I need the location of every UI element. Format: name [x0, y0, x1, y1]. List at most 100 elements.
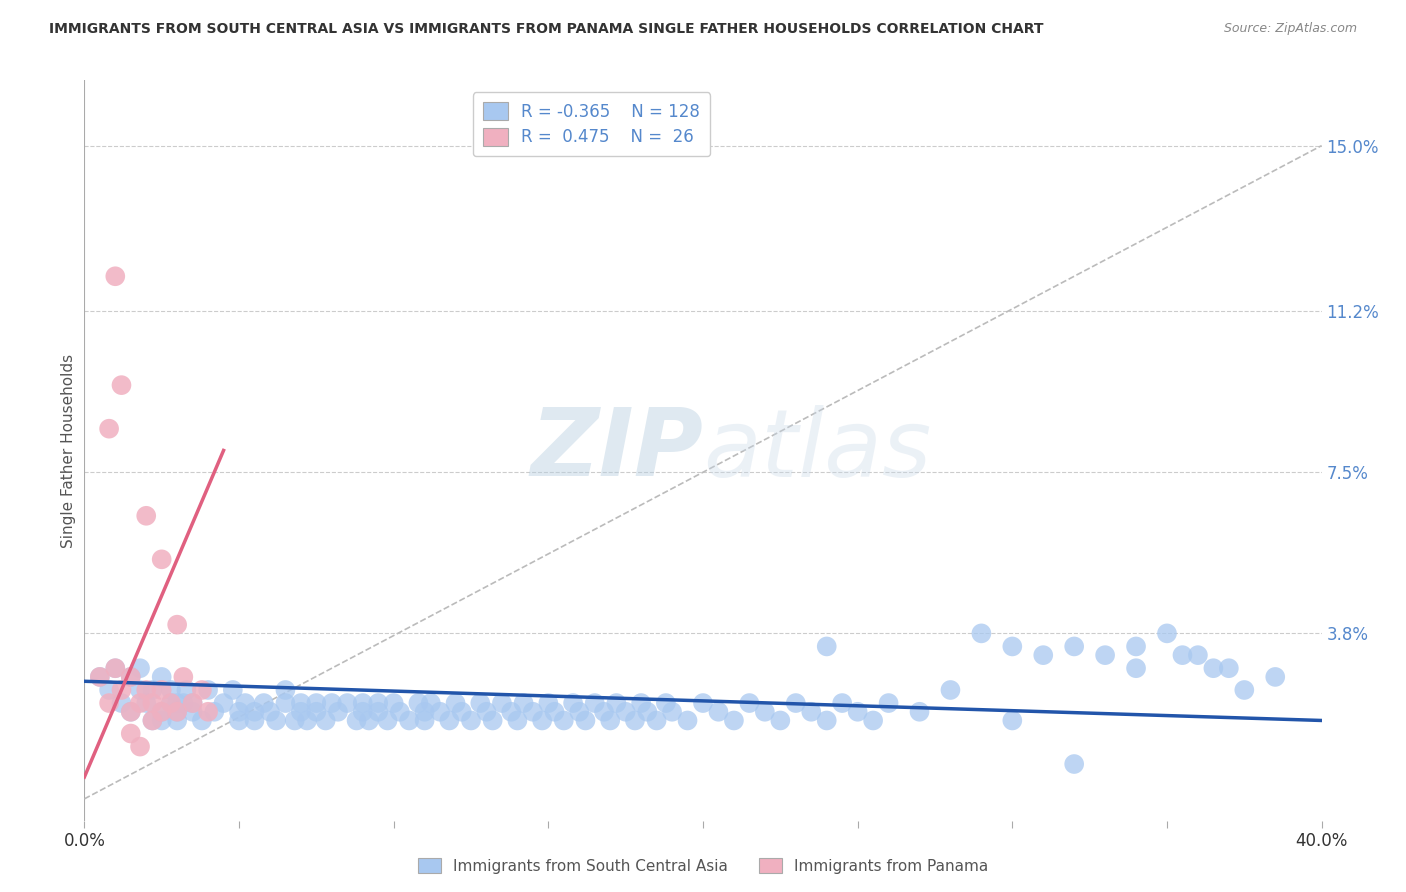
Point [1264, 670, 1286, 684]
Point [120, 705, 142, 719]
Point [321, 696, 343, 710]
Point [800, 705, 823, 719]
Point [676, 714, 699, 728]
Point [599, 714, 621, 728]
Point [176, 683, 198, 698]
Text: IMMIGRANTS FROM SOUTH CENTRAL ASIA VS IMMIGRANTS FROM PANAMA SINGLE FATHER HOUSE: IMMIGRANTS FROM SOUTH CENTRAL ASIA VS IM… [49, 22, 1043, 37]
Point [191, 714, 214, 728]
Point [1001, 640, 1024, 654]
Point [181, 696, 204, 710]
Legend: Immigrants from South Central Asia, Immigrants from Panama: Immigrants from South Central Asia, Immi… [412, 852, 994, 880]
Text: atlas: atlas [703, 405, 931, 496]
Point [419, 696, 441, 710]
Legend: R = -0.365    N = 128, R =  0.475    N =  26: R = -0.365 N = 128, R = 0.475 N = 26 [472, 92, 710, 156]
Point [253, 696, 276, 710]
Point [1156, 626, 1178, 640]
Point [104, 661, 127, 675]
Point [243, 705, 266, 719]
Point [346, 714, 368, 728]
Point [150, 705, 173, 719]
Point [846, 705, 869, 719]
Point [172, 696, 194, 710]
Point [141, 696, 163, 710]
Point [1218, 661, 1240, 675]
Point [284, 714, 307, 728]
Point [460, 714, 482, 728]
Point [259, 705, 281, 719]
Point [1001, 714, 1024, 728]
Point [831, 696, 853, 710]
Point [89, 670, 111, 684]
Point [295, 714, 318, 728]
Point [191, 683, 214, 698]
Point [877, 696, 900, 710]
Point [568, 705, 591, 719]
Point [408, 696, 430, 710]
Point [150, 714, 173, 728]
Point [110, 696, 132, 710]
Point [367, 696, 389, 710]
Point [172, 670, 194, 684]
Point [166, 696, 188, 710]
Point [104, 661, 127, 675]
Point [1171, 648, 1194, 662]
Point [1125, 661, 1147, 675]
Point [636, 705, 658, 719]
Point [98, 696, 121, 710]
Point [129, 683, 152, 698]
Point [367, 705, 389, 719]
Point [197, 705, 219, 719]
Point [531, 714, 554, 728]
Point [357, 714, 380, 728]
Point [141, 714, 163, 728]
Point [129, 661, 152, 675]
Point [120, 705, 142, 719]
Point [290, 705, 312, 719]
Point [501, 705, 523, 719]
Point [166, 705, 188, 719]
Point [738, 696, 761, 710]
Point [305, 705, 328, 719]
Point [110, 683, 132, 698]
Point [197, 683, 219, 698]
Point [98, 422, 121, 436]
Point [692, 696, 714, 710]
Point [129, 696, 152, 710]
Point [450, 705, 472, 719]
Point [645, 714, 668, 728]
Point [785, 696, 807, 710]
Point [135, 696, 157, 710]
Point [413, 714, 436, 728]
Point [630, 696, 652, 710]
Point [553, 714, 575, 728]
Point [439, 714, 461, 728]
Point [141, 714, 163, 728]
Point [444, 696, 467, 710]
Point [593, 705, 616, 719]
Point [181, 705, 204, 719]
Point [326, 705, 349, 719]
Y-axis label: Single Father Households: Single Father Households [60, 353, 76, 548]
Point [1063, 757, 1085, 772]
Point [1125, 640, 1147, 654]
Point [970, 626, 993, 640]
Point [228, 714, 250, 728]
Point [624, 714, 647, 728]
Point [305, 696, 328, 710]
Point [815, 640, 838, 654]
Point [181, 696, 204, 710]
Point [104, 269, 127, 284]
Point [150, 670, 173, 684]
Point [1233, 683, 1256, 698]
Point [481, 714, 503, 728]
Point [661, 705, 683, 719]
Point [614, 705, 637, 719]
Point [264, 714, 287, 728]
Point [574, 714, 596, 728]
Point [413, 705, 436, 719]
Point [222, 683, 245, 698]
Point [120, 670, 142, 684]
Point [150, 552, 173, 566]
Point [135, 508, 157, 523]
Point [274, 696, 297, 710]
